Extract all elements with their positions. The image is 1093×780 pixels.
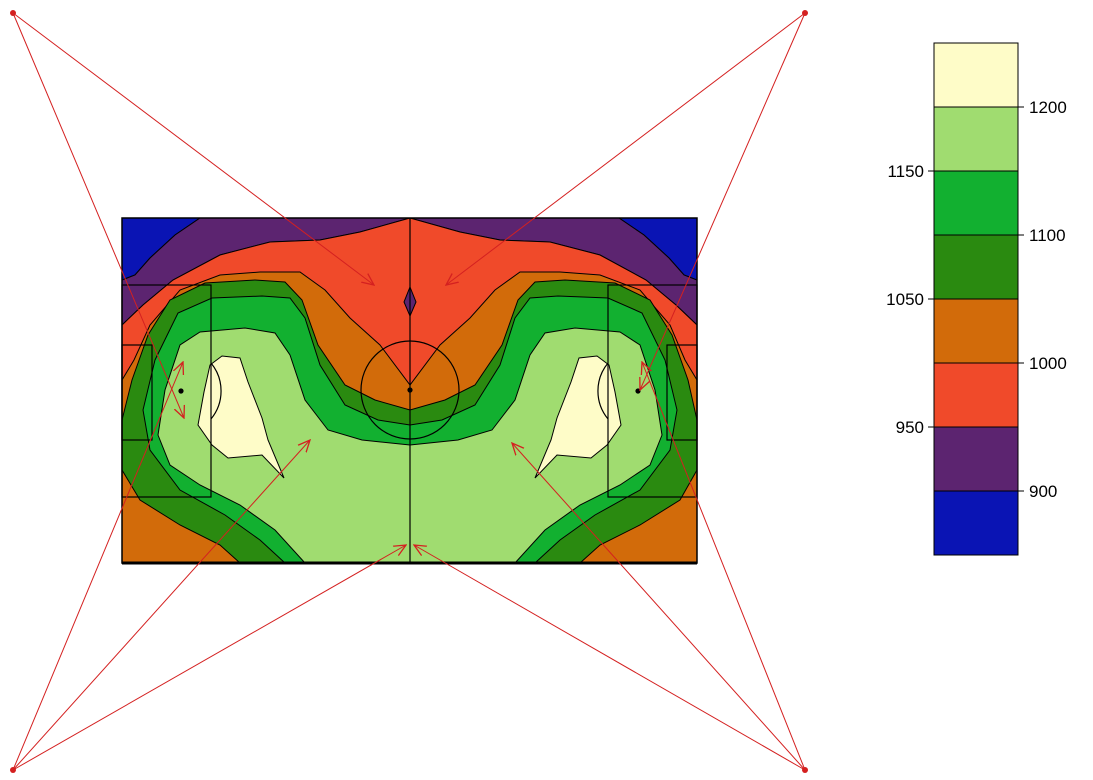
light-ray	[640, 12, 806, 390]
legend-band	[933, 298, 1019, 364]
right-penalty-spot	[635, 388, 641, 394]
left-penalty-spot	[178, 388, 184, 394]
legend-band	[933, 170, 1019, 236]
light-ray	[446, 12, 806, 285]
light-rays	[12, 12, 806, 771]
light-ray	[12, 440, 310, 771]
right-goal-box	[666, 344, 698, 441]
legend-right-ticks	[1018, 106, 1024, 492]
centre-circle	[360, 340, 460, 440]
legend-label-1050: 1050	[886, 290, 924, 309]
right-penalty-arc	[597, 362, 609, 420]
legend-band	[933, 362, 1019, 428]
light-source-bottom-right	[802, 767, 808, 773]
light-ray	[512, 443, 806, 771]
legend-band	[933, 490, 1019, 556]
light-ray	[12, 545, 406, 771]
legend-bands	[933, 42, 1019, 556]
light-source-bottom-left	[10, 767, 16, 773]
light-ray	[12, 12, 184, 418]
legend-label-1150: 1150	[887, 162, 924, 181]
light-ray	[414, 545, 806, 771]
legend-label-1000: 1000	[1029, 354, 1067, 373]
left-goal-box	[121, 344, 153, 441]
legend-band	[933, 426, 1019, 492]
light-ray	[642, 362, 806, 771]
light-ray	[12, 12, 374, 285]
light-source-top-right	[802, 10, 808, 16]
band-above-1200-right	[534, 355, 622, 479]
legend-band	[933, 42, 1019, 108]
legend-label-1100: 1100	[1029, 226, 1066, 245]
legend-left-ticks	[928, 170, 934, 428]
legend-band	[933, 234, 1019, 300]
legend-label-950: 950	[896, 418, 924, 437]
centre-spot	[407, 387, 413, 393]
pitch-markings	[121, 217, 698, 565]
light-source-top-left	[10, 10, 16, 16]
color-legend: 1200 1100 1000 900 1150 1050 950	[886, 42, 1067, 556]
light-sources	[10, 10, 808, 773]
legend-label-900: 900	[1029, 482, 1057, 501]
light-ray	[12, 362, 183, 771]
legend-label-1200: 1200	[1029, 98, 1067, 117]
left-penalty-arc	[210, 362, 222, 420]
band-above-1200-left	[197, 355, 285, 479]
legend-band	[933, 106, 1019, 172]
